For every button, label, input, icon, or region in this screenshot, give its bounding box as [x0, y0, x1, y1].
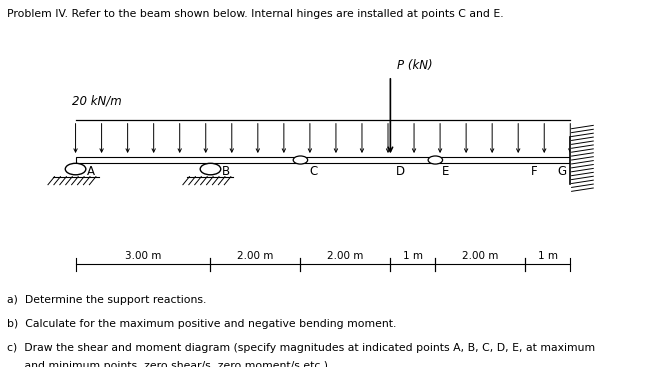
- Circle shape: [65, 163, 86, 175]
- Text: 3.00 m: 3.00 m: [125, 251, 161, 261]
- Text: C: C: [309, 165, 317, 178]
- Text: P (kN): P (kN): [397, 59, 432, 72]
- Text: 1 m: 1 m: [403, 251, 423, 261]
- Text: 20 kN/m: 20 kN/m: [72, 94, 122, 107]
- Text: A: A: [87, 165, 95, 178]
- Text: B: B: [222, 165, 231, 178]
- Bar: [76, 157, 570, 163]
- Text: b)  Calculate for the maximum positive and negative bending moment.: b) Calculate for the maximum positive an…: [7, 319, 396, 329]
- Text: F: F: [531, 165, 537, 178]
- Text: 2.00 m: 2.00 m: [462, 251, 499, 261]
- Text: a)  Determine the support reactions.: a) Determine the support reactions.: [7, 295, 206, 305]
- Text: D: D: [396, 165, 405, 178]
- Text: 2.00 m: 2.00 m: [327, 251, 363, 261]
- Text: G: G: [557, 165, 566, 178]
- Text: 1 m: 1 m: [538, 251, 558, 261]
- Text: 2.00 m: 2.00 m: [237, 251, 274, 261]
- Circle shape: [428, 156, 443, 164]
- Text: and minimum points, zero shear/s, zero moment/s etc.): and minimum points, zero shear/s, zero m…: [7, 361, 328, 367]
- Bar: [570, 137, 595, 184]
- Circle shape: [200, 163, 221, 175]
- Circle shape: [293, 156, 307, 164]
- Text: c)  Draw the shear and moment diagram (specify magnitudes at indicated points A,: c) Draw the shear and moment diagram (sp…: [7, 343, 595, 353]
- Text: E: E: [442, 165, 449, 178]
- Text: Problem IV. Refer to the beam shown below. Internal hinges are installed at poin: Problem IV. Refer to the beam shown belo…: [7, 9, 503, 19]
